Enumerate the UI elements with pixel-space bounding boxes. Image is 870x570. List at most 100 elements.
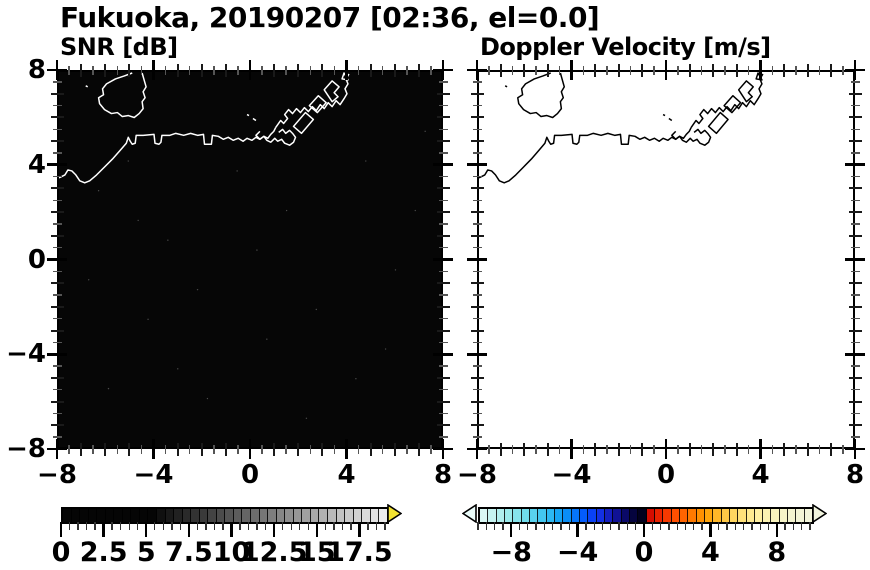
axis-tick [582,444,584,454]
axis-tick [52,81,62,83]
axis-tick [406,444,408,454]
axis-tick [806,442,809,456]
coastline-path [505,86,672,121]
axis-tick [188,444,191,454]
axis-tick [535,65,537,75]
colorbar-cell [251,509,260,522]
axis-tick [570,439,573,459]
axis-tick [345,439,348,459]
axis-tick [850,318,860,320]
axis-tick [315,522,318,537]
axis-tick [140,65,143,75]
axis-tick [664,439,668,459]
axis-tick [472,223,482,225]
colorbar-cell [513,509,522,522]
axis-tick [527,522,529,530]
axis-tick [50,305,64,308]
axis-tick [369,63,372,77]
colorbar-cell [804,509,813,522]
noise-speck [97,190,100,192]
axis-tick [712,442,715,456]
axis-tick [239,522,241,530]
axis-tick [47,68,67,72]
colorbar-cell [242,509,252,522]
axis-tick [52,152,62,154]
axis-tick [50,329,64,332]
colorbar-cell [604,509,614,522]
axis-tick [52,341,62,344]
axis-tick [850,152,860,154]
colorbar-cell [276,509,286,522]
axis-tick [436,424,450,427]
colorbar-cell [310,509,320,522]
axis-tick [52,365,62,367]
axis-tick [502,522,504,530]
axis-tick [438,128,448,130]
axis-tick [467,163,487,167]
axis-tick [436,234,450,237]
colorbar-cell [191,509,200,522]
colorbar-cell [521,509,530,522]
axis-tick [585,522,587,530]
coastline-path [324,81,339,102]
right-extend-arrow-icon [812,503,828,524]
axis-tick [747,444,750,454]
axis-tick [499,442,502,456]
axis-tick [830,63,833,77]
axis-tick [433,352,453,356]
axis-tick [188,65,191,75]
axis-tick [601,522,604,530]
x-tick-label: 8 [845,460,865,490]
axis-tick [511,65,514,75]
axis-tick [499,63,502,77]
axis-tick [430,65,432,75]
colorbar-cell [182,509,192,522]
axis-tick [367,522,369,530]
colorbar-cell [63,509,72,522]
axis-tick [606,65,608,75]
axis-tick [436,400,450,403]
axis-tick [297,442,300,456]
axis-tick [307,522,309,530]
axis-tick [470,92,484,95]
axis-tick [436,305,450,308]
axis-tick [724,65,726,75]
axis-tick [200,63,203,77]
axis-tick [52,246,62,249]
colorbar-tick-label: 15 [297,537,336,568]
y-tick-label: 8 [27,55,46,85]
axis-tick [261,65,263,75]
colorbar-tick-label: 0 [51,537,71,568]
axis-tick [285,444,287,454]
axis-tick [850,270,860,273]
axis-tick [523,63,526,77]
axis-tick [850,104,860,107]
axis-tick [470,187,484,190]
axis-tick [546,63,549,77]
axis-tick [164,65,167,75]
axis-tick [333,65,336,75]
axis-tick [493,522,496,530]
axis-tick [700,444,703,454]
axis-tick [830,442,833,456]
axis-tick [369,442,372,456]
colorbar-cell [165,509,175,522]
axis-tick [850,175,860,178]
axis-tick [50,116,64,119]
axis-tick [92,444,94,454]
axis-tick [438,175,448,178]
noise-speck [87,279,90,281]
axis-tick [406,65,408,75]
axis-tick [438,294,448,296]
axis-tick [213,65,215,75]
colorbar-cell [336,509,346,522]
noise-speck [305,417,308,419]
axis-tick [771,444,773,454]
axis-tick [213,444,215,454]
axis-tick [321,63,324,77]
axis-tick [850,341,860,344]
axis-tick [850,81,860,83]
axis-tick [845,68,865,72]
axis-tick [677,65,679,75]
colorbar-arrow [461,503,477,527]
